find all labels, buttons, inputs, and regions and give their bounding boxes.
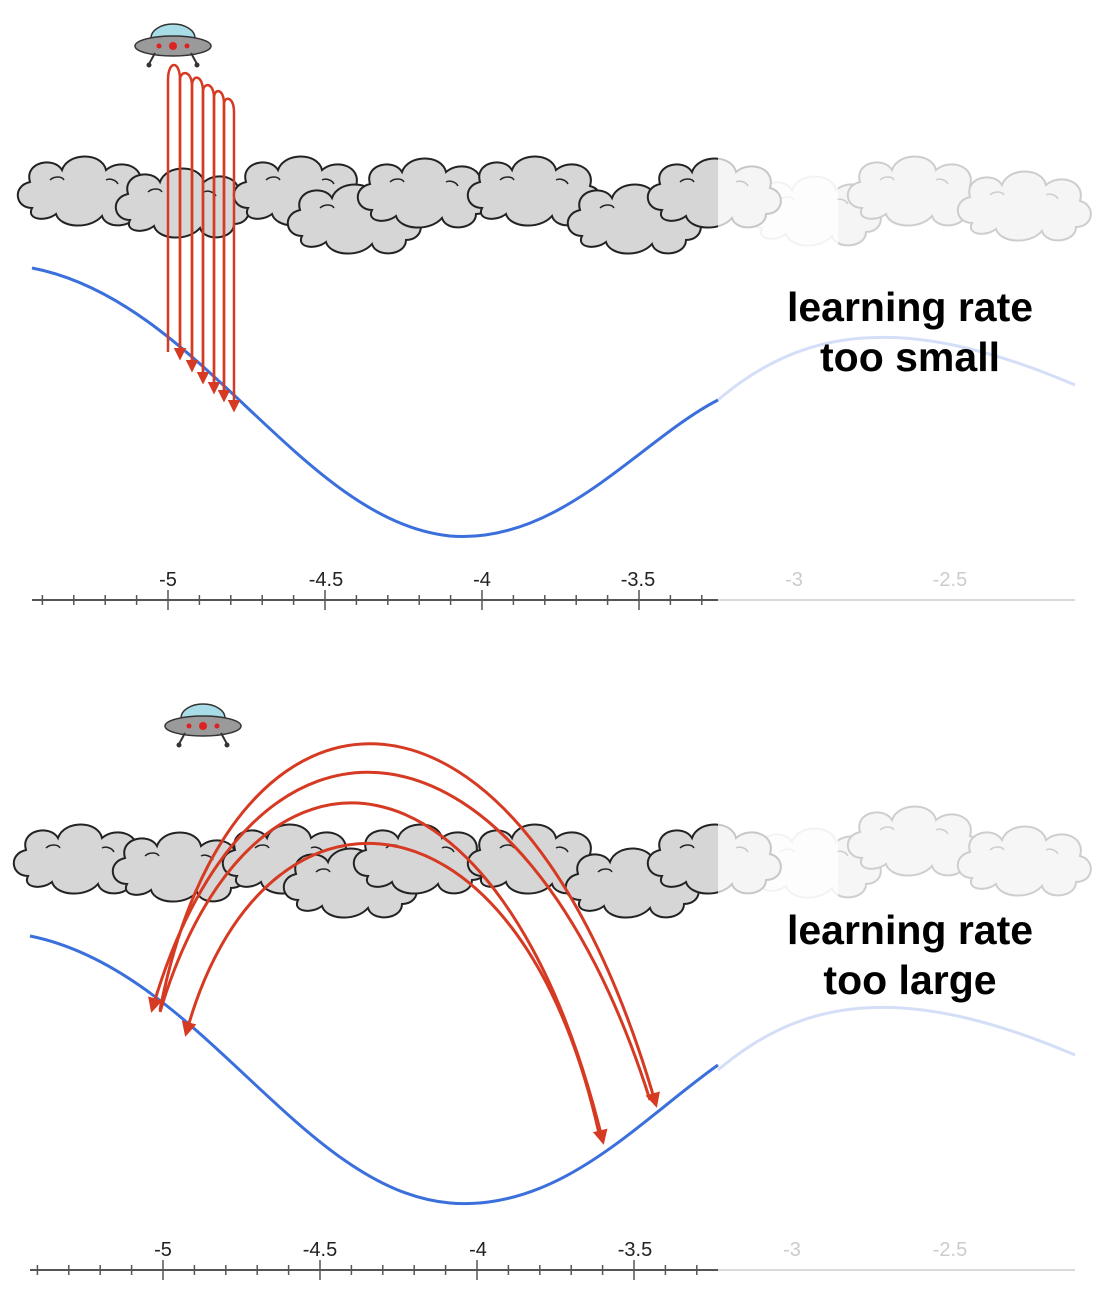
tick-label: -4.5 xyxy=(309,569,343,591)
tick-label: -3.5 xyxy=(618,1239,652,1261)
cloud-icon xyxy=(114,167,250,239)
ufo-icon xyxy=(164,703,242,749)
caption: learning rate too small xyxy=(740,282,1080,382)
cloud-layer xyxy=(16,155,782,255)
cloud-icon xyxy=(956,825,1092,897)
tick-label: -5 xyxy=(154,1239,172,1261)
caption: learning rate too large xyxy=(740,905,1080,1005)
tick-label: -2.5 xyxy=(933,1239,967,1261)
panel-2-canvas: -5 -4.5 -4 -3.5 -3 -2.5 xyxy=(12,703,1092,1280)
ufo-icon xyxy=(134,23,212,69)
axis-tick-labels: -5 -4.5 -4 -3.5 -3 -2.5 xyxy=(154,1239,967,1261)
tick-label: -3.5 xyxy=(621,569,655,591)
tick-label: -4.5 xyxy=(303,1239,337,1261)
caption-line-2: too small xyxy=(820,334,1000,380)
tick-label: -4 xyxy=(473,569,491,591)
panel-1-canvas: -5 -4.5 -4 -3.5 -3 -2.5 xyxy=(16,23,1092,610)
tick-label: -2.5 xyxy=(933,569,967,591)
loss-curve xyxy=(29,934,719,1206)
caption-line-1: learning rate xyxy=(786,284,1034,330)
gradient-step-arrows xyxy=(166,63,241,413)
tick-label: -5 xyxy=(159,569,177,591)
faded-region xyxy=(717,805,1092,1271)
panel-learning-rate-too-large: -5 -4.5 -4 -3.5 -3 -2.5 learning rate to… xyxy=(0,650,1100,1300)
tick-label: -4 xyxy=(469,1239,487,1261)
panel-learning-rate-too-small: -5 -4.5 -4 -3.5 -3 -2.5 learning rate to… xyxy=(0,0,1100,650)
faded-region xyxy=(717,155,1092,601)
cloud-icon xyxy=(956,170,1092,242)
gradient-step-arrows xyxy=(148,742,660,1145)
cloud-layer xyxy=(12,823,782,919)
axis-ticks xyxy=(41,590,703,610)
tick-label: -3 xyxy=(785,569,803,591)
caption-line-2: too large xyxy=(823,957,997,1003)
axis-tick-labels: -5 -4.5 -4 -3.5 -3 -2.5 xyxy=(159,569,967,591)
axis-ticks xyxy=(36,1260,698,1280)
caption-line-1: learning rate xyxy=(786,907,1034,953)
tick-label: -3 xyxy=(783,1239,801,1261)
loss-curve xyxy=(31,266,719,538)
